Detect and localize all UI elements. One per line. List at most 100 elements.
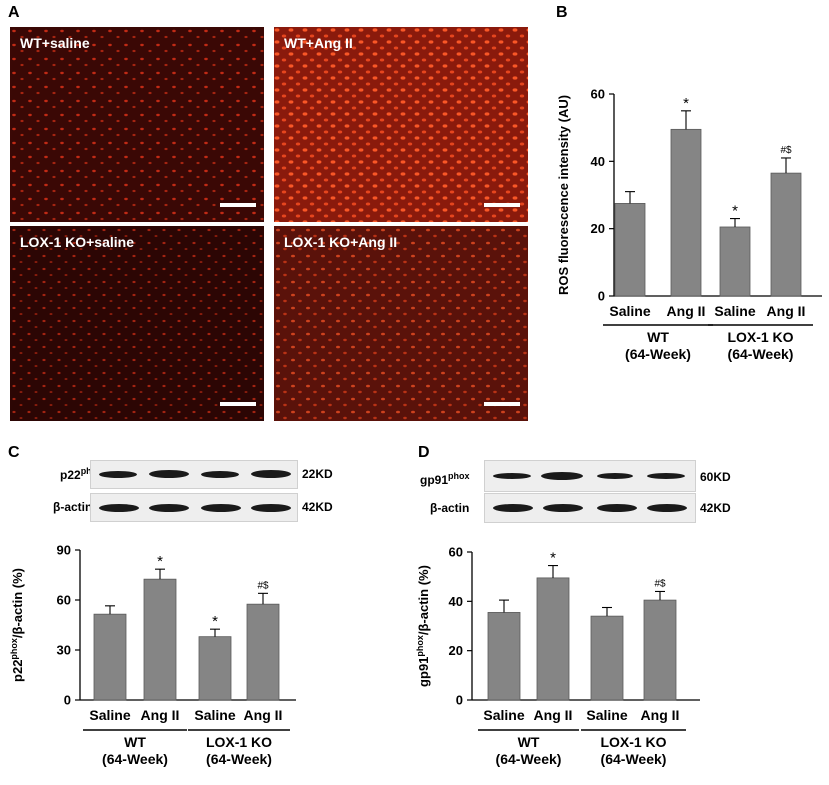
blot-c-protein-kd: 22KD: [302, 467, 333, 481]
x-tick-label: Saline: [714, 303, 755, 319]
scale-bar: [220, 203, 256, 207]
blot-d-protein-base: gp91: [420, 473, 449, 487]
panel-letter-c: C: [8, 444, 20, 461]
bar: [198, 636, 232, 701]
scale-bar: [484, 402, 520, 406]
blot-d-control-kd: 42KD: [700, 501, 731, 515]
group-sublabel: (64-Week): [496, 751, 562, 767]
blot-d-control: [484, 493, 696, 523]
blot-c-control-kd: 42KD: [302, 500, 333, 514]
x-tick-label: Saline: [483, 707, 524, 723]
micrograph-ko-angii-image: [274, 226, 528, 421]
significance-marker: #$: [654, 578, 666, 589]
blot-band: [149, 504, 189, 512]
bar: [536, 577, 570, 701]
micrograph-ko-saline: LOX-1 KO+saline: [10, 226, 264, 421]
x-tick-label: Saline: [89, 707, 130, 723]
group-sublabel: (64-Week): [625, 346, 691, 362]
x-tick-label: Saline: [194, 707, 235, 723]
blot-band: [149, 470, 189, 478]
group-sublabel: (64-Week): [206, 751, 272, 767]
blot-d-protein-label: gp91phox: [420, 471, 470, 487]
panel-letter-d: D: [418, 444, 430, 461]
x-tick-label: Ang II: [667, 303, 706, 319]
blot-band: [647, 504, 687, 512]
x-tick-label: Saline: [586, 707, 627, 723]
blot-band: [541, 472, 583, 480]
significance-marker: *: [732, 203, 738, 220]
blot-d-protein-kd: 60KD: [700, 470, 731, 484]
blot-c-control-label: β-actin: [53, 500, 93, 514]
micrograph-ko-angii: LOX-1 KO+Ang II: [274, 226, 528, 421]
bar: [670, 128, 702, 297]
blot-c-protein-base: p22: [60, 468, 81, 482]
bar: [770, 172, 802, 297]
blot-band: [597, 504, 637, 512]
bar: [719, 226, 751, 297]
blot-c-control: [90, 493, 298, 522]
micrograph-wt-saline-image: [10, 27, 264, 222]
micrograph-wt-saline: WT+saline: [10, 27, 264, 222]
bar: [643, 599, 677, 701]
micrograph-label: LOX-1 KO+Ang II: [284, 234, 398, 250]
scale-bar: [220, 402, 256, 406]
y-axis-label: ROS fluorescence intensity (AU): [556, 95, 571, 295]
x-tick-label: Ang II: [767, 303, 806, 319]
group-label: LOX-1 KO: [727, 329, 793, 345]
chart-b-ros: 0 20 40 60 ROS fluorescence intensity (AU) Sa…: [556, 87, 822, 362]
y-axis-label: gp91phox/β-actin (%): [415, 565, 431, 687]
y-axis-label-sup: phox: [9, 638, 19, 660]
micrograph-label: WT+saline: [20, 35, 90, 51]
micrograph-wt-angii-image: [274, 27, 528, 222]
blot-band: [99, 471, 137, 478]
blot-band: [597, 473, 633, 479]
blot-c-protein: [90, 460, 298, 489]
significance-marker: #$: [257, 580, 269, 591]
panel-letter-b: B: [556, 4, 568, 21]
y-tick-label: 40: [591, 154, 605, 169]
blot-band: [251, 470, 291, 478]
group-label: LOX-1 KO: [206, 734, 272, 750]
blot-band: [99, 504, 139, 512]
y-axis-label-rest: /β-actin (%): [416, 565, 431, 635]
y-tick-label: 60: [57, 593, 71, 608]
significance-marker: *: [212, 613, 218, 630]
y-tick-label: 40: [449, 594, 463, 609]
micrograph-label: LOX-1 KO+saline: [20, 234, 134, 250]
group-sublabel: (64-Week): [102, 751, 168, 767]
bar: [246, 603, 280, 701]
group-label: LOX-1 KO: [600, 734, 666, 750]
y-tick-label: 20: [591, 221, 605, 236]
x-tick-label: Ang II: [534, 707, 573, 723]
blot-d-protein-sup: phox: [448, 471, 470, 481]
significance-marker: *: [683, 95, 689, 112]
scale-bar: [484, 203, 520, 207]
group-label: WT: [518, 734, 540, 750]
y-axis-label-sup: phox: [415, 635, 425, 657]
bar: [143, 578, 177, 701]
bar: [614, 203, 646, 297]
group-sublabel: (64-Week): [728, 346, 794, 362]
x-tick-label: Ang II: [244, 707, 283, 723]
blot-band: [251, 504, 291, 512]
blot-band: [493, 504, 533, 512]
y-tick-label: 30: [57, 643, 71, 658]
x-tick-label: Ang II: [141, 707, 180, 723]
blot-band: [647, 473, 685, 479]
y-axis-label-base: gp91: [416, 657, 431, 687]
y-tick-label: 60: [591, 87, 605, 102]
y-axis-label-rest: /β-actin (%): [10, 568, 25, 638]
blot-band: [493, 473, 531, 479]
blot-d-protein: [484, 460, 696, 492]
y-tick-label: 0: [456, 693, 463, 708]
y-axis-label-base: p22: [10, 660, 25, 682]
significance-marker: *: [550, 550, 556, 567]
bar: [487, 612, 521, 701]
chart-c-p22: 0 30 60 90 p22phox/β-actin (%) Saline * Ang II *…: [9, 543, 296, 767]
blot-band: [201, 504, 241, 512]
bar: [93, 613, 127, 701]
significance-marker: *: [157, 553, 163, 570]
x-tick-label: Ang II: [641, 707, 680, 723]
micrograph-ko-saline-image: [10, 226, 264, 421]
y-tick-label: 0: [598, 289, 605, 304]
